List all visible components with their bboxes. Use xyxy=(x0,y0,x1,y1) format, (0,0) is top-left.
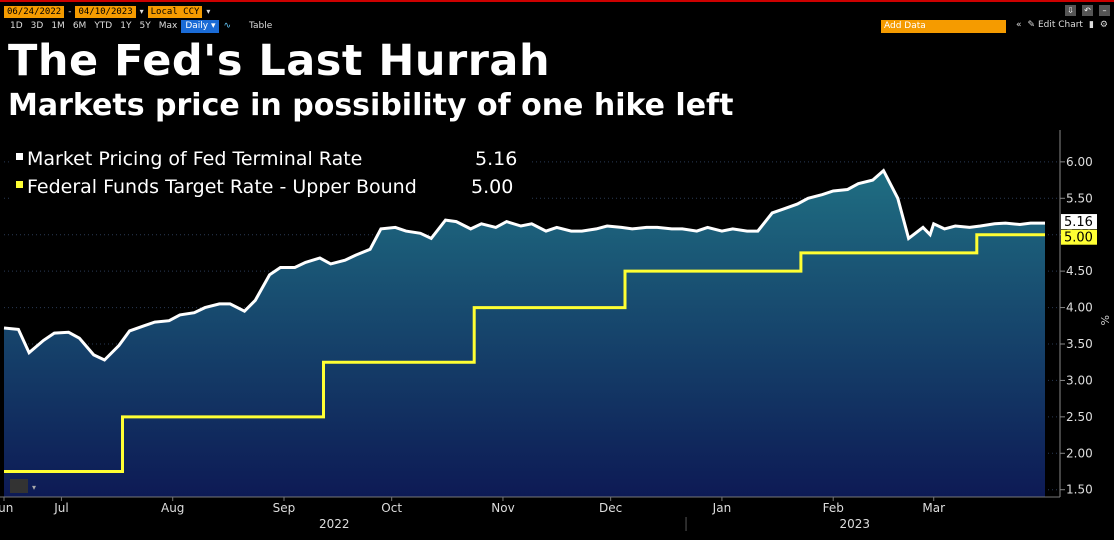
currency-dropdown-icon[interactable]: ▾ xyxy=(206,7,211,16)
frequency-dropdown[interactable]: Daily ▾ xyxy=(181,20,220,33)
range-3d-button[interactable]: 3D xyxy=(30,21,44,31)
range-1y-button[interactable]: 1Y xyxy=(120,21,132,31)
y-tick-label: 4.00 xyxy=(1066,301,1093,315)
legend-background xyxy=(10,142,530,202)
edit-icon: ✎ xyxy=(1027,20,1036,30)
y-unit-label: % xyxy=(1098,315,1111,325)
legend-label-fed: Federal Funds Target Rate - Upper Bound xyxy=(27,176,417,198)
y-tick-label: 2.00 xyxy=(1066,446,1093,460)
y-tick-label: 6.00 xyxy=(1066,155,1093,169)
table-button[interactable]: Table xyxy=(249,21,273,31)
chart-subtitle: Markets price in possibility of one hike… xyxy=(8,88,734,123)
undo-icon[interactable]: ↶ xyxy=(1082,5,1093,16)
legend-value-terminal: 5.16 xyxy=(475,148,517,170)
legend-swatch-terminal xyxy=(16,153,23,160)
settings-gear-icon[interactable]: ⚙ xyxy=(1099,20,1108,30)
edit-chart-button[interactable]: ✎ Edit Chart xyxy=(1028,20,1083,30)
range-buttons: 1D 3D 1M 6M YTD 1Y 5Y Max Daily ▾ ∿ Tabl… xyxy=(6,20,276,33)
edit-chart-label: Edit Chart xyxy=(1037,20,1083,30)
export-icon[interactable]: ⇩ xyxy=(1065,5,1076,16)
collapse-icon[interactable]: « xyxy=(1016,20,1022,30)
window-buttons: ⇩ ↶ – xyxy=(1065,5,1110,16)
x-tick-label: Sep xyxy=(273,501,296,515)
end-date-field[interactable]: 04/10/2023 xyxy=(75,5,136,18)
y-tick-label: 3.50 xyxy=(1066,337,1093,351)
y-tick-label: 1.50 xyxy=(1066,483,1093,497)
fed-last-value-tag xyxy=(1061,229,1097,245)
y-tick-label: 2.50 xyxy=(1066,410,1093,424)
last-value-tags: 5.16 5.00 xyxy=(1061,214,1097,246)
terminal-rate-line xyxy=(3,168,1045,362)
chart-title: The Fed's Last Hurrah xyxy=(8,36,551,86)
zoom-icon[interactable]: ▮ xyxy=(1088,20,1094,30)
minimize-icon[interactable]: – xyxy=(1099,5,1110,16)
range-5y-button[interactable]: 5Y xyxy=(139,21,151,31)
y-axis: 1.50 2.00 2.50 3.00 3.50 4.00 4.50 5.00 5.50 6.00 xyxy=(1059,130,1093,497)
range-ytd-button[interactable]: YTD xyxy=(94,21,113,31)
chart-controls: « ✎ Edit Chart ▮ ⚙ xyxy=(1016,20,1108,30)
legend-value-fed: 5.00 xyxy=(471,176,513,198)
end-date-dropdown-icon[interactable]: ▾ xyxy=(139,7,144,16)
chart-toolbar: 06/24/2022 - 04/10/2023 ▾ Local CCY ▾ 1D… xyxy=(0,0,1114,36)
y-tick-label: 4.50 xyxy=(1066,264,1093,278)
chart-type-icon[interactable]: ∿ xyxy=(223,21,232,31)
mini-chart-icon[interactable] xyxy=(10,479,28,493)
x-tick-label: Dec xyxy=(599,501,622,515)
chart-type-selector[interactable]: ▾ xyxy=(10,479,36,493)
x-tick-label: Nov xyxy=(491,501,514,515)
add-data-input[interactable]: Add Data xyxy=(881,20,1006,33)
x-tick-label: Jun xyxy=(0,501,13,515)
x-year-label: 2022 xyxy=(319,517,350,531)
legend-swatch-fed xyxy=(16,181,23,188)
x-axis: Jun Jul Aug Sep Oct Nov Dec Jan Feb Mar 2022 2023 xyxy=(0,496,1060,531)
date-separator: - xyxy=(68,6,72,17)
chart-area: Market Pricing of Fed Terminal Rate 5.16… xyxy=(0,130,1111,531)
terminal-last-value-text: 5.16 xyxy=(1064,215,1093,230)
x-tick-label: Oct xyxy=(381,501,402,515)
currency-field[interactable]: Local CCY xyxy=(147,5,203,18)
fed-funds-line xyxy=(4,233,1045,473)
mini-dropdown-icon[interactable]: ▾ xyxy=(32,483,36,492)
range-1d-button[interactable]: 1D xyxy=(10,21,23,31)
y-tick-label: 5.50 xyxy=(1066,191,1093,205)
range-max-button[interactable]: Max xyxy=(158,21,178,31)
x-tick-label: Mar xyxy=(922,501,945,515)
range-6m-button[interactable]: 6M xyxy=(72,21,87,31)
x-tick-label: Feb xyxy=(823,501,844,515)
x-tick-label: Jan xyxy=(712,501,732,515)
legend: Market Pricing of Fed Terminal Rate 5.16… xyxy=(10,142,530,202)
range-1m-button[interactable]: 1M xyxy=(51,21,65,31)
x-tick-label: Jul xyxy=(53,501,68,515)
terminal-last-value-tag xyxy=(1061,214,1097,230)
x-year-label: 2023 xyxy=(839,517,870,531)
y-tick-label: 3.00 xyxy=(1066,373,1093,387)
start-date-field[interactable]: 06/24/2022 xyxy=(4,5,65,18)
x-tick-label: Aug xyxy=(161,501,184,515)
legend-label-terminal: Market Pricing of Fed Terminal Rate xyxy=(27,148,362,170)
fed-last-value-text: 5.00 xyxy=(1064,231,1093,246)
date-range-row: 06/24/2022 - 04/10/2023 ▾ Local CCY ▾ xyxy=(4,5,210,18)
